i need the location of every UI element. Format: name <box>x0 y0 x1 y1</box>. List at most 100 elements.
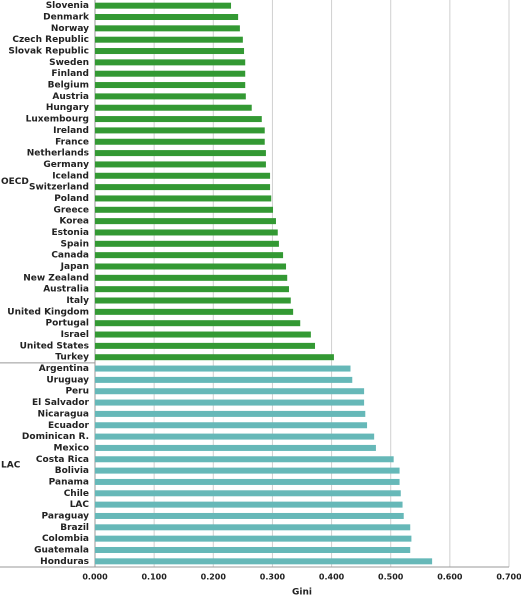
x-tick-label: 0.100 <box>141 573 167 582</box>
bar <box>95 365 351 372</box>
y-tick-label: LAC <box>70 500 90 510</box>
y-tick-label: Guatemala <box>34 545 89 555</box>
y-tick-label: Australia <box>43 285 89 295</box>
y-tick-label: Italy <box>66 296 89 306</box>
bar <box>95 410 366 417</box>
y-tick-label: Mexico <box>54 443 89 453</box>
bar <box>95 501 403 508</box>
y-tick-label: United States <box>20 341 89 351</box>
y-tick-label: Japan <box>60 262 89 272</box>
bar <box>95 342 316 349</box>
bar <box>95 252 284 259</box>
bar <box>95 456 394 463</box>
y-tick-label: Norway <box>51 24 89 34</box>
y-tick-label: United Kingdom <box>7 307 89 317</box>
y-tick-label: Switzerland <box>29 183 89 193</box>
y-tick-label: Austria <box>52 92 89 102</box>
x-tick-label: 0.500 <box>378 573 404 582</box>
bar <box>95 2 232 9</box>
bar <box>95 558 433 565</box>
y-tick-label: Netherlands <box>27 149 89 159</box>
x-tick-label: 0.400 <box>319 573 345 582</box>
bar <box>95 138 265 145</box>
y-tick-label: Luxembourg <box>26 115 89 125</box>
y-tick-label: France <box>55 137 89 147</box>
bar <box>95 195 272 202</box>
y-tick-label: Chile <box>64 489 89 499</box>
y-tick-label: Paraguay <box>42 511 90 521</box>
bar <box>95 36 243 43</box>
group-label: LAC <box>1 460 21 470</box>
x-tick-label: 0.300 <box>260 573 286 582</box>
bar <box>95 297 291 304</box>
bar <box>95 218 276 225</box>
bar <box>95 82 246 89</box>
bar <box>95 104 252 111</box>
bar <box>95 444 376 451</box>
y-tick-label: Canada <box>51 251 89 261</box>
y-tick-label: Argentina <box>39 364 89 374</box>
bar <box>95 161 266 168</box>
y-tick-label: Uruguay <box>46 375 89 385</box>
bar <box>95 388 365 395</box>
bar <box>95 150 266 157</box>
bar <box>95 263 287 270</box>
y-tick-label: Germany <box>43 160 89 170</box>
y-tick-label: Greece <box>54 205 89 215</box>
y-tick-label: Korea <box>59 217 89 227</box>
bar <box>95 70 246 77</box>
y-tick-label: Brazil <box>60 523 89 533</box>
bar <box>95 48 245 55</box>
y-tick-label: Czech Republic <box>12 35 89 45</box>
bar <box>95 535 412 542</box>
y-tick-label: Slovenia <box>46 1 89 11</box>
y-tick-label: Spain <box>61 239 90 249</box>
bar <box>95 467 400 474</box>
group-label: OECD <box>1 177 29 187</box>
y-tick-label: Turkey <box>55 353 89 363</box>
bar <box>95 127 265 134</box>
y-tick-label: Belgium <box>48 81 89 91</box>
y-tick-label: Peru <box>65 387 89 397</box>
y-tick-label: Ecuador <box>48 421 90 431</box>
bar <box>95 433 375 440</box>
y-tick-label: Hungary <box>46 103 89 113</box>
y-tick-label: New Zealand <box>23 273 89 283</box>
x-tick-label: 0.700 <box>496 573 521 582</box>
y-tick-label: Sweden <box>49 58 89 68</box>
bar <box>95 229 278 236</box>
bar <box>95 546 411 553</box>
y-tick-label: Colombia <box>42 534 89 544</box>
bar <box>95 25 240 32</box>
y-tick-label: Finland <box>51 69 89 79</box>
bar <box>95 286 289 293</box>
bar <box>95 274 288 281</box>
y-tick-label: Slovak Republic <box>8 47 89 57</box>
bar <box>95 512 404 519</box>
y-tick-label: Nicaragua <box>38 409 89 419</box>
y-tick-label: Honduras <box>40 557 89 567</box>
bar <box>95 59 246 66</box>
y-tick-label: Estonia <box>51 228 89 238</box>
bar <box>95 308 294 315</box>
bar <box>95 478 400 485</box>
bar <box>95 320 301 327</box>
bar <box>95 14 239 21</box>
y-tick-label: Dominican R. <box>22 432 89 442</box>
x-tick-label: 0.000 <box>82 573 108 582</box>
y-tick-label: Portugal <box>45 319 89 329</box>
bar <box>95 240 279 247</box>
y-tick-label: Poland <box>54 194 89 204</box>
x-axis-label: Gini <box>292 588 312 598</box>
bar <box>95 376 353 383</box>
bar <box>95 399 365 406</box>
bar <box>95 354 334 361</box>
x-tick-label: 0.200 <box>201 573 227 582</box>
y-tick-label: Ireland <box>53 126 89 136</box>
bar <box>95 524 411 531</box>
bar <box>95 172 271 179</box>
bar <box>95 422 368 429</box>
y-tick-label: Israel <box>61 330 89 340</box>
y-tick-label: Bolivia <box>55 466 89 476</box>
